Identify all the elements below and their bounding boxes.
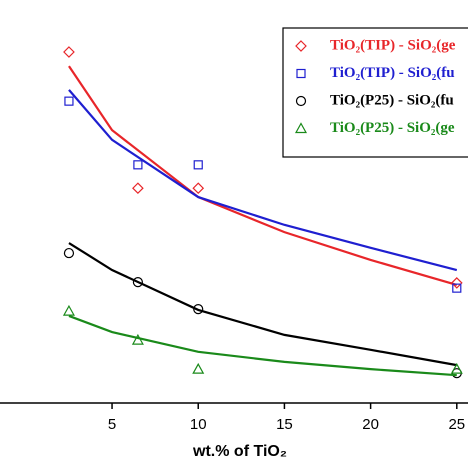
- marker: [132, 182, 144, 195]
- marker: [294, 122, 308, 134]
- legend-label: TiO₂(P25) - SiO₂(ge: [330, 120, 455, 136]
- x-tick-label: 15: [276, 416, 293, 433]
- marker: [192, 362, 205, 374]
- marker: [62, 304, 75, 316]
- fit-line: [68, 314, 457, 377]
- legend-box: [282, 27, 468, 158]
- fit-line: [68, 242, 457, 367]
- marker: [193, 160, 203, 170]
- x-tick-label: 25: [448, 416, 465, 433]
- x-axis-label: wt.% of TiO₂: [192, 443, 287, 460]
- legend-label: TiO₂(TIP) - SiO₂(ge: [330, 37, 456, 53]
- marker: [450, 362, 463, 374]
- marker: [193, 304, 204, 315]
- fit-line: [68, 65, 458, 286]
- marker: [296, 68, 306, 79]
- x-tick-label: 10: [190, 416, 207, 433]
- marker: [63, 46, 75, 58]
- marker: [131, 333, 144, 345]
- marker: [295, 95, 307, 107]
- x-tick-label: 5: [108, 416, 116, 433]
- marker: [132, 277, 144, 288]
- marker: [64, 96, 74, 106]
- marker: [133, 160, 143, 170]
- marker: [192, 182, 205, 195]
- x-tick-label: 20: [362, 416, 379, 433]
- marker: [452, 283, 462, 293]
- fit-line: [68, 89, 458, 272]
- legend-label: TiO₂(TIP) - SiO₂(fu: [330, 65, 455, 81]
- legend-label: TiO₂(P25) - SiO₂(fu: [330, 92, 454, 108]
- marker: [295, 40, 307, 52]
- marker: [63, 247, 75, 259]
- marker: [450, 277, 463, 289]
